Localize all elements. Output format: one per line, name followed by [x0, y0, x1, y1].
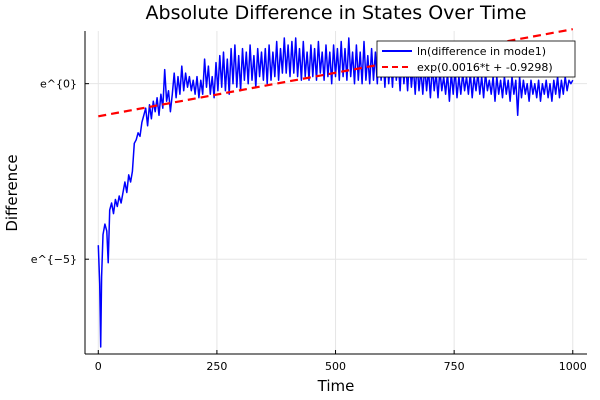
legend-label-mode1: ln(difference in mode1) [417, 45, 546, 58]
y-axis-label: Difference [3, 154, 21, 231]
x-tick-label: 0 [95, 360, 102, 373]
x-tick-label: 500 [325, 360, 346, 373]
x-tick-label: 750 [444, 360, 465, 373]
x-tick-label: 1000 [559, 360, 587, 373]
x-ticks: 0 250 500 750 1000 [95, 350, 587, 373]
x-axis-label: Time [317, 377, 355, 395]
y-tick-label: e^{−5} [31, 253, 77, 266]
chart-title: Absolute Difference in States Over Time [146, 2, 527, 24]
legend-box [376, 40, 576, 78]
y-tick-label: e^{0} [40, 78, 77, 91]
legend: ln(difference in mode1) exp(0.0016*t + -… [376, 40, 576, 78]
y-ticks: e^{0} e^{−5} [31, 78, 89, 266]
series-line-fit [98, 28, 573, 118]
x-tick-label: 250 [206, 360, 227, 373]
legend-label-fit: exp(0.0016*t + -0.9298) [417, 61, 553, 74]
